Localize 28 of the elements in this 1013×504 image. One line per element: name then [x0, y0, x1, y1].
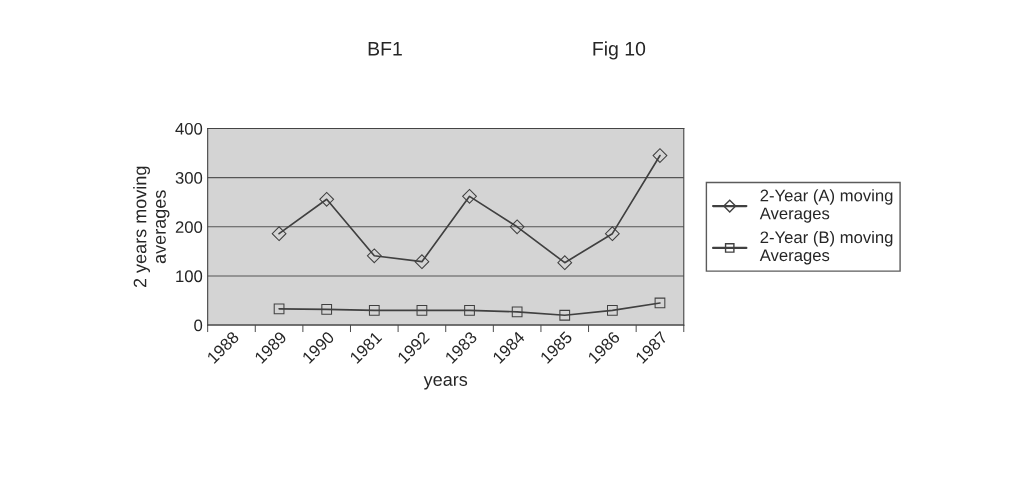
point	[273, 303, 285, 315]
y-tick-label: 0	[194, 319, 203, 332]
point	[321, 303, 333, 315]
point	[557, 255, 573, 271]
point	[606, 304, 618, 316]
y-tick-label: 100	[176, 270, 203, 283]
legend-label: 2-Year (B) moving Averages	[759, 230, 893, 265]
x-axis-title: years	[423, 376, 468, 390]
chart-title: BF1 Fig 10	[368, 41, 646, 60]
point	[462, 188, 477, 204]
point	[604, 226, 620, 242]
point	[319, 191, 335, 207]
point	[652, 148, 668, 163]
y-tick-label: 200	[175, 221, 203, 233]
point	[509, 219, 525, 235]
point	[464, 304, 475, 316]
y-tick-label: 400	[175, 122, 203, 135]
y-tick-label: 300	[175, 172, 203, 184]
point	[271, 226, 287, 242]
point	[414, 254, 430, 270]
point	[559, 309, 571, 321]
point	[416, 304, 428, 316]
y-axis-title: 2 years moving averages	[133, 166, 170, 288]
point	[654, 297, 666, 309]
point	[511, 306, 523, 318]
legend-label: 2-Year (A) moving Averages	[759, 189, 893, 223]
point	[368, 304, 380, 316]
point	[366, 248, 382, 264]
